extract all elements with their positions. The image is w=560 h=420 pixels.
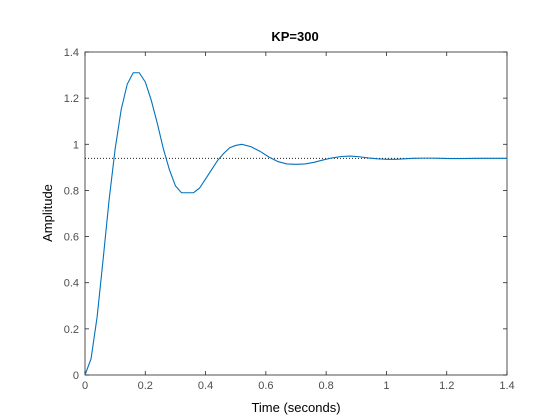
x-axis-label: Time (seconds) (251, 400, 340, 415)
y-tick-label: 1 (73, 139, 79, 151)
x-tick-label: 0.8 (318, 380, 333, 392)
x-tick-label: 1.4 (499, 380, 514, 392)
y-axis-label: Amplitude (40, 184, 55, 242)
y-tick-label: 0.6 (64, 232, 79, 244)
step-response-line (84, 72, 507, 376)
y-tick-label: 0.4 (64, 278, 79, 290)
x-tick-label: 1 (383, 380, 389, 392)
x-tick-label: 0 (82, 380, 88, 392)
y-tick-label: 0.2 (64, 324, 79, 336)
chart-title: KP=300 (271, 29, 318, 44)
plot-area (84, 51, 508, 376)
tick-labels: 0 0.2 0.4 0.6 0.8 1 1.2 1.4 0 0.2 0.4 0.6 0.8 1 1.2 1.4 (64, 47, 515, 392)
x-tick-label: 1.2 (439, 380, 454, 392)
y-tick-label: 1.4 (64, 47, 79, 59)
x-tick-label: 0.6 (258, 380, 273, 392)
x-tick-label: 0.4 (198, 380, 213, 392)
y-tick-label: 0.8 (64, 185, 79, 197)
x-tick-label: 0.2 (138, 380, 153, 392)
y-tick-label: 1.2 (64, 93, 79, 105)
y-tick-label: 0 (73, 370, 79, 382)
axis-ticks (84, 51, 508, 376)
